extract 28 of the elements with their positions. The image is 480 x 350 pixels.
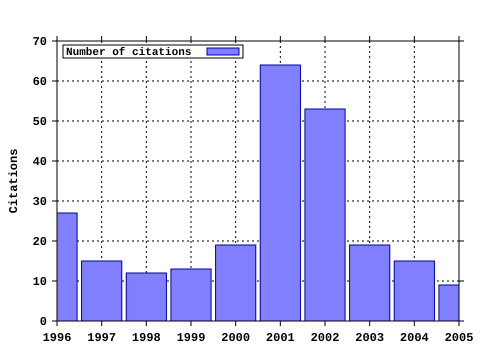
x-tick-label: 2000	[221, 331, 250, 345]
x-tick-label: 1996	[42, 331, 72, 345]
legend-label: Number of citations	[66, 46, 192, 59]
x-tick-label: 1998	[132, 331, 161, 345]
x-tick-label: 2001	[266, 331, 295, 345]
y-tick-label: 30	[32, 195, 47, 210]
bar	[81, 260, 122, 321]
x-tick-label: 1999	[176, 331, 206, 345]
y-tick-label: 70	[32, 35, 47, 50]
x-tick-label: 2003	[355, 331, 384, 345]
x-tick-label: 1997	[87, 331, 116, 345]
x-tick-label: 2004	[400, 331, 429, 345]
x-tick-label: 2002	[310, 331, 340, 345]
y-tick-label: 40	[32, 155, 47, 170]
y-axis-title: Citations	[7, 148, 21, 214]
y-tick-label: 50	[32, 115, 47, 130]
bar	[170, 268, 212, 321]
y-tick-label: 60	[32, 75, 47, 90]
x-tick-label: 2005	[444, 331, 474, 345]
y-tick-label: 0	[40, 315, 47, 330]
bar	[126, 272, 167, 321]
bar	[304, 108, 346, 321]
bar	[215, 244, 256, 321]
bar	[260, 64, 301, 321]
bar	[349, 244, 390, 321]
y-tick-label: 20	[32, 235, 47, 250]
bar	[394, 260, 435, 321]
y-tick-label: 10	[32, 275, 47, 290]
